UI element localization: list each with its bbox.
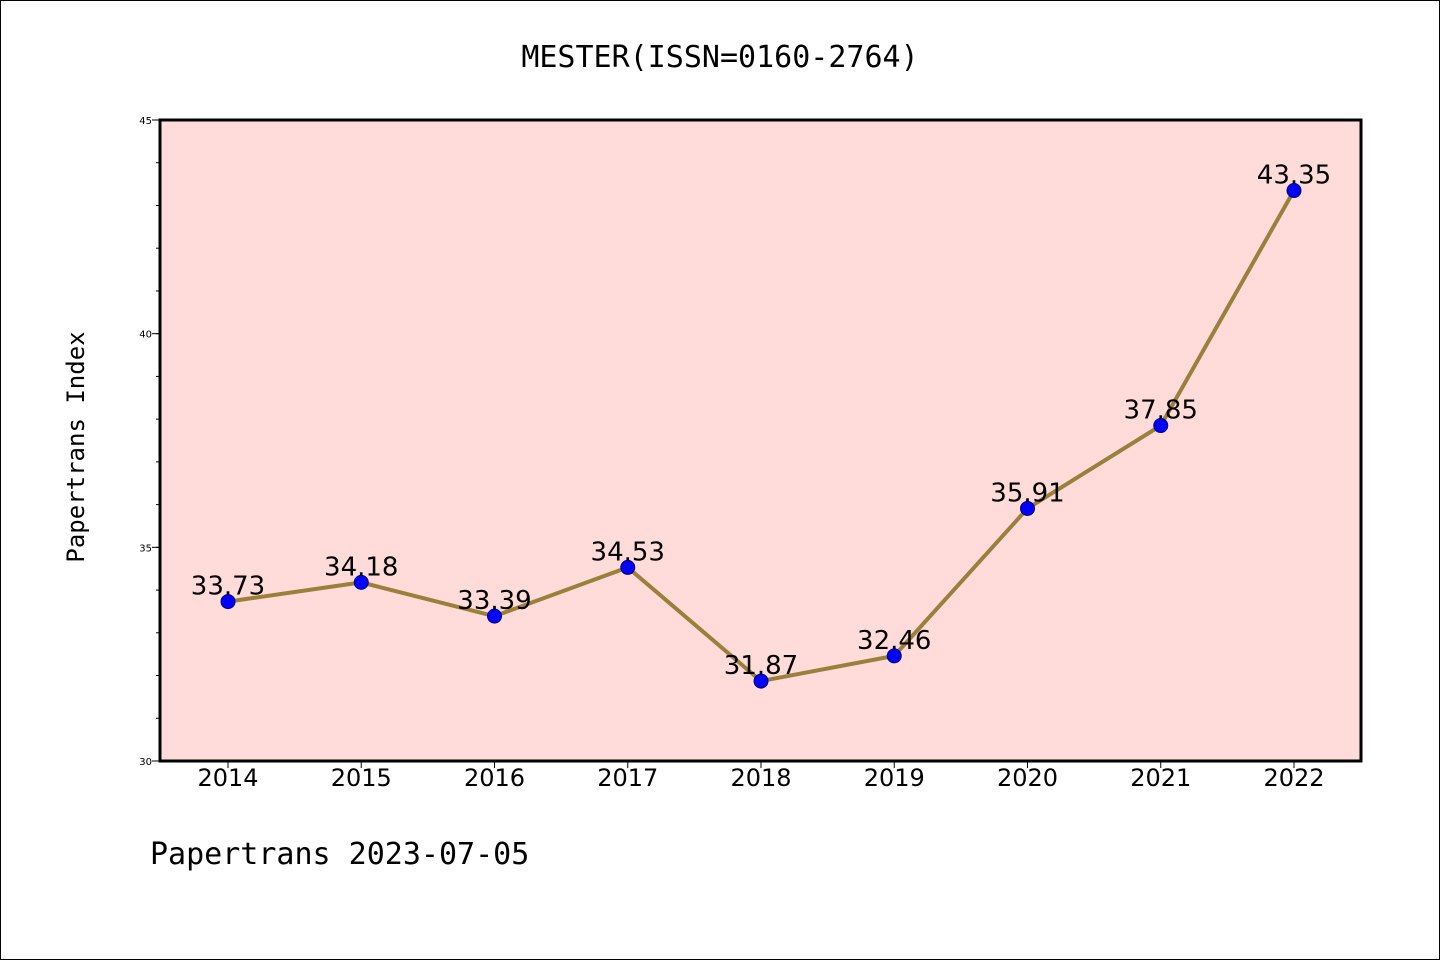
y-tick-label: 30 <box>139 757 152 768</box>
data-point <box>753 673 769 689</box>
x-tick-label: 2014 <box>197 764 258 792</box>
data-point <box>220 594 236 610</box>
x-tick-label: 2015 <box>331 764 392 792</box>
x-tick-label: 2017 <box>597 764 658 792</box>
y-tick-label: 35 <box>139 543 152 554</box>
data-label: 34.53 <box>591 537 665 567</box>
y-axis-label: Papertrans Index <box>62 331 90 562</box>
plot-border <box>158 118 1363 763</box>
data-point <box>1286 183 1302 199</box>
x-tick-label: 2020 <box>997 764 1058 792</box>
data-label: 34.18 <box>324 552 398 582</box>
data-point <box>886 648 902 664</box>
data-label: 31.87 <box>724 651 798 681</box>
x-tick-label: 2016 <box>464 764 525 792</box>
data-label: 33.39 <box>457 586 531 616</box>
y-axis-ticks: 30 35 40 45 <box>139 116 160 768</box>
x-tick-label: 2018 <box>730 764 791 792</box>
y-tick-label: 40 <box>139 330 152 341</box>
chart-title: MESTER(ISSN=0160-2764) <box>521 40 918 75</box>
data-label: 35.91 <box>990 478 1064 508</box>
data-label: 37.85 <box>1124 396 1198 426</box>
x-tick-label: 2019 <box>864 764 925 792</box>
data-point <box>620 559 636 575</box>
data-point <box>487 608 502 624</box>
data-labels: 33.73 34.18 33.39 34.53 31.87 32.46 35.91 37.85… <box>191 161 1331 682</box>
data-point <box>1020 500 1035 516</box>
data-point <box>1153 418 1169 434</box>
data-label: 33.73 <box>191 572 265 602</box>
plot-area <box>160 120 1361 761</box>
x-tick-label: 2022 <box>1263 764 1324 792</box>
data-markers <box>220 183 1302 689</box>
footer-text: Papertrans 2023-07-05 <box>150 837 529 872</box>
y-tick-label: 45 <box>139 116 152 127</box>
x-tick-label: 2021 <box>1130 764 1191 792</box>
x-axis-ticks: 2014 2015 2016 2017 2018 2019 2020 2021 2022 <box>197 761 1325 792</box>
data-label: 32.46 <box>857 626 931 656</box>
data-label: 43.35 <box>1257 161 1331 191</box>
data-point <box>353 574 369 590</box>
